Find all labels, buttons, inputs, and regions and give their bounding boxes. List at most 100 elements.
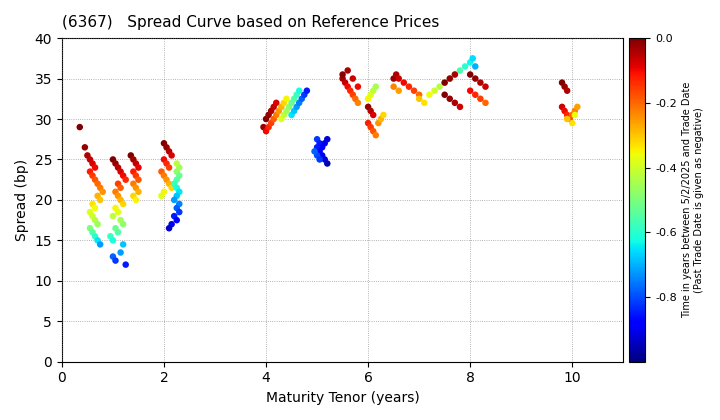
Point <box>388 75 400 82</box>
Point <box>171 184 182 191</box>
Point <box>449 71 461 78</box>
Point <box>449 100 461 106</box>
Point <box>112 209 124 215</box>
Point <box>464 59 476 66</box>
Point <box>372 120 384 126</box>
Point <box>114 184 126 191</box>
Point <box>163 164 175 171</box>
Point <box>263 124 274 131</box>
Point <box>132 176 144 183</box>
Point <box>84 156 96 163</box>
Point <box>163 225 175 231</box>
Point <box>112 229 124 236</box>
Point <box>464 71 476 78</box>
Y-axis label: Time in years between 5/2/2025 and Trade Date
(Past Trade Date is given as negat: Time in years between 5/2/2025 and Trade… <box>683 82 704 318</box>
Point <box>342 67 354 74</box>
Point <box>271 112 282 118</box>
Point <box>301 87 312 94</box>
Point <box>370 83 382 90</box>
Point <box>474 79 486 86</box>
Point <box>260 116 271 122</box>
Point <box>388 83 400 90</box>
Point <box>79 144 91 151</box>
Point <box>94 197 106 203</box>
Point <box>423 92 435 98</box>
Point <box>174 189 185 195</box>
Point <box>174 164 185 171</box>
Point <box>291 103 302 110</box>
Point <box>258 124 269 131</box>
Point <box>276 116 287 122</box>
Point <box>92 221 104 228</box>
Point <box>109 160 121 167</box>
Point <box>418 100 430 106</box>
Point <box>171 168 182 175</box>
Point <box>413 92 425 98</box>
Point <box>314 140 325 147</box>
Point <box>161 176 172 183</box>
Point <box>294 87 305 94</box>
Point <box>174 172 185 179</box>
Point <box>480 100 491 106</box>
Point <box>339 79 351 86</box>
Point <box>109 189 121 195</box>
Point <box>296 95 307 102</box>
Point <box>112 180 124 187</box>
Point <box>365 92 377 98</box>
Point <box>311 144 323 151</box>
Point <box>130 184 142 191</box>
Point <box>278 112 289 118</box>
Point <box>168 197 180 203</box>
Point <box>117 221 129 228</box>
Point <box>309 148 320 155</box>
Point <box>294 100 305 106</box>
Point <box>572 103 583 110</box>
Point <box>454 67 466 74</box>
Point <box>107 156 119 163</box>
Point <box>127 156 139 163</box>
Point <box>281 108 292 114</box>
Point <box>454 103 466 110</box>
Point <box>375 116 387 122</box>
Point <box>444 75 456 82</box>
Point <box>362 120 374 126</box>
Point <box>112 164 124 171</box>
Point <box>127 192 139 199</box>
Point <box>87 229 99 236</box>
Point <box>161 144 172 151</box>
Point <box>276 103 287 110</box>
Point <box>89 164 101 171</box>
Point <box>130 197 142 203</box>
Y-axis label: Spread (bp): Spread (bp) <box>15 159 29 241</box>
Point <box>449 71 461 78</box>
Point <box>314 156 325 163</box>
Point <box>171 176 182 183</box>
Point <box>74 124 86 131</box>
Point <box>469 92 481 98</box>
Point <box>273 108 284 114</box>
Point <box>281 95 292 102</box>
Point <box>156 168 167 175</box>
Point <box>283 103 294 110</box>
Point <box>171 192 182 199</box>
Point <box>114 168 126 175</box>
Point <box>439 79 451 86</box>
Point <box>109 205 121 211</box>
Point <box>130 160 142 167</box>
Point <box>84 225 96 231</box>
Point <box>89 217 101 223</box>
Point <box>168 213 180 220</box>
Point <box>378 112 390 118</box>
Point <box>166 152 177 159</box>
Point <box>299 92 310 98</box>
Point <box>319 140 330 147</box>
Point <box>314 148 325 155</box>
Point <box>569 108 580 114</box>
Point <box>403 83 415 90</box>
Point <box>171 217 182 223</box>
Point <box>174 201 185 207</box>
Point <box>87 213 99 220</box>
Point <box>316 152 328 159</box>
Point <box>390 71 402 78</box>
Point <box>271 100 282 106</box>
